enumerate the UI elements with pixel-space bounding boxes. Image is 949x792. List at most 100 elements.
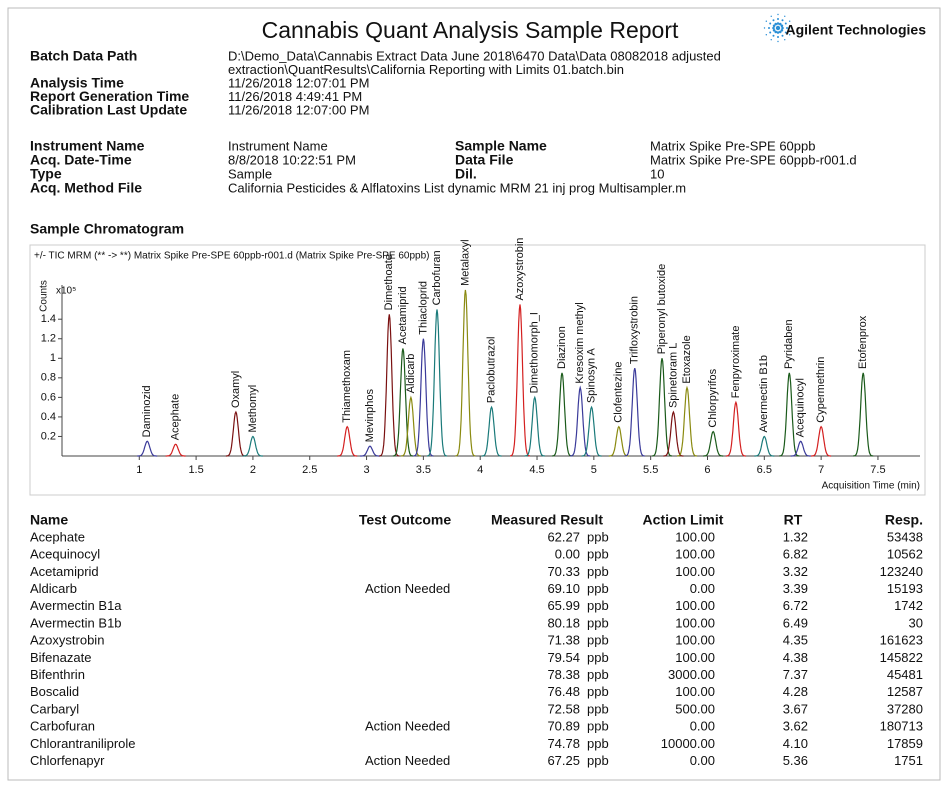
response: 145822 — [880, 650, 923, 665]
field-label: Acq. Method File — [30, 180, 142, 196]
logo-dot — [786, 27, 788, 29]
rt: 7.37 — [783, 667, 808, 682]
peak-label: Spinosyn A — [585, 347, 597, 403]
column-header: Name — [30, 512, 68, 528]
logo-dot — [784, 15, 786, 18]
logo-dot — [776, 22, 780, 25]
x-tick-label: 5.5 — [643, 464, 658, 476]
peak — [165, 443, 186, 457]
logo-dot — [777, 18, 779, 20]
field-value: 10 — [650, 166, 664, 181]
row-name: Acephate — [30, 529, 85, 544]
logo-dot — [784, 22, 787, 25]
action-limit: 100.00 — [675, 684, 715, 699]
logo-dot — [780, 24, 784, 28]
measured-result: 69.10 — [547, 581, 580, 596]
row-name: Bifenthrin — [30, 667, 85, 682]
unit: ppb — [587, 650, 609, 665]
field-label: Report Generation Time — [30, 88, 189, 104]
logo-dot — [788, 34, 791, 36]
unit: ppb — [587, 615, 609, 630]
field-label: Dil. — [455, 166, 477, 182]
row-name: Aldicarb — [30, 581, 77, 596]
logo-dot — [774, 30, 778, 34]
y-axis-label: Counts — [39, 280, 50, 312]
peak-label: Avermectin B1b — [758, 355, 770, 432]
response: 180713 — [880, 719, 923, 734]
y-tick-label: 1.2 — [41, 333, 56, 345]
field-value: Instrument Name — [228, 138, 328, 153]
peak — [570, 385, 591, 457]
logo-dot — [770, 38, 772, 41]
peak — [524, 395, 545, 457]
response: 45481 — [887, 667, 923, 682]
measured-result: 80.18 — [547, 615, 580, 630]
chart-subtitle: +/- TIC MRM (** -> **) Matrix Spike Pre-… — [34, 251, 430, 262]
test-outcome: Action Needed — [365, 753, 450, 768]
peak-label: Acequinocyl — [795, 378, 807, 437]
peak — [392, 348, 413, 457]
peak-label: Oxamyl — [230, 371, 242, 408]
logo-dot — [772, 28, 776, 32]
measured-result: 0.00 — [555, 547, 580, 562]
peak-label: Piperonyl butoxide — [656, 264, 668, 355]
field-value: 11/26/2018 4:49:41 PM — [228, 89, 362, 104]
field-value: Sample — [228, 166, 272, 181]
row-name: Chlorantraniliprole — [30, 736, 136, 751]
measured-result: 62.27 — [547, 529, 580, 544]
unit: ppb — [587, 529, 609, 544]
peak-label: Dimethoate — [383, 254, 395, 310]
logo-dot — [772, 19, 775, 22]
peak-label: Azoxystrobin — [514, 238, 526, 301]
x-tick-label: 1 — [136, 464, 142, 476]
row-name: Boscalid — [30, 684, 79, 699]
rt: 1.32 — [783, 529, 808, 544]
measured-result: 71.38 — [547, 633, 580, 648]
field-value: Matrix Spike Pre-SPE 60ppb-r001.d — [650, 152, 857, 167]
row-name: Acetamiprid — [30, 564, 99, 579]
rt: 5.36 — [783, 753, 808, 768]
rt: 3.62 — [783, 719, 808, 734]
response: 1742 — [894, 598, 923, 613]
logo-dot — [769, 22, 772, 25]
rt: 4.10 — [783, 736, 808, 751]
logo-dot — [778, 22, 782, 26]
rt: 4.28 — [783, 684, 808, 699]
row-name: Azoxystrobin — [30, 633, 104, 648]
logo-dot — [788, 20, 791, 22]
peak — [853, 372, 874, 457]
peak — [510, 304, 530, 457]
row-name: Chlorfenapyr — [30, 753, 105, 768]
action-limit: 100.00 — [675, 547, 715, 562]
rt: 4.38 — [783, 650, 808, 665]
y-tick-label: 0.8 — [41, 372, 56, 384]
x-tick-label: 3 — [363, 464, 369, 476]
logo-dot — [765, 20, 768, 22]
x-tick-label: 3.5 — [416, 464, 431, 476]
peak-label: Chlorpyrifos — [707, 368, 719, 427]
chromatogram-heading: Sample Chromatogram — [30, 221, 184, 237]
peak-label: Kresoxim methyl — [574, 302, 586, 383]
action-limit: 100.00 — [675, 615, 715, 630]
rt: 3.39 — [783, 581, 808, 596]
peak — [481, 405, 502, 457]
peak-label: Paclobutrazol — [485, 336, 497, 403]
response: 15193 — [887, 581, 923, 596]
peak — [811, 425, 832, 457]
column-header: Resp. — [885, 512, 923, 528]
x-tick-label: 7.5 — [870, 464, 885, 476]
field-label: Analysis Time — [30, 75, 124, 91]
field-value: extraction\QuantResults\California Repor… — [228, 62, 624, 77]
y-tick-label: 0.6 — [41, 391, 56, 403]
peak-label: Etoxazole — [681, 335, 693, 383]
peak — [242, 435, 263, 457]
peak — [624, 367, 645, 457]
logo-dot — [769, 31, 772, 34]
x-tick-label: 5 — [591, 464, 597, 476]
logo-dot — [763, 27, 766, 29]
measured-result: 74.78 — [547, 736, 580, 751]
peak-label: Metalaxyl — [459, 239, 471, 285]
field-label: Sample Name — [455, 138, 547, 154]
response: 30 — [909, 615, 923, 630]
response: 1751 — [894, 753, 923, 768]
